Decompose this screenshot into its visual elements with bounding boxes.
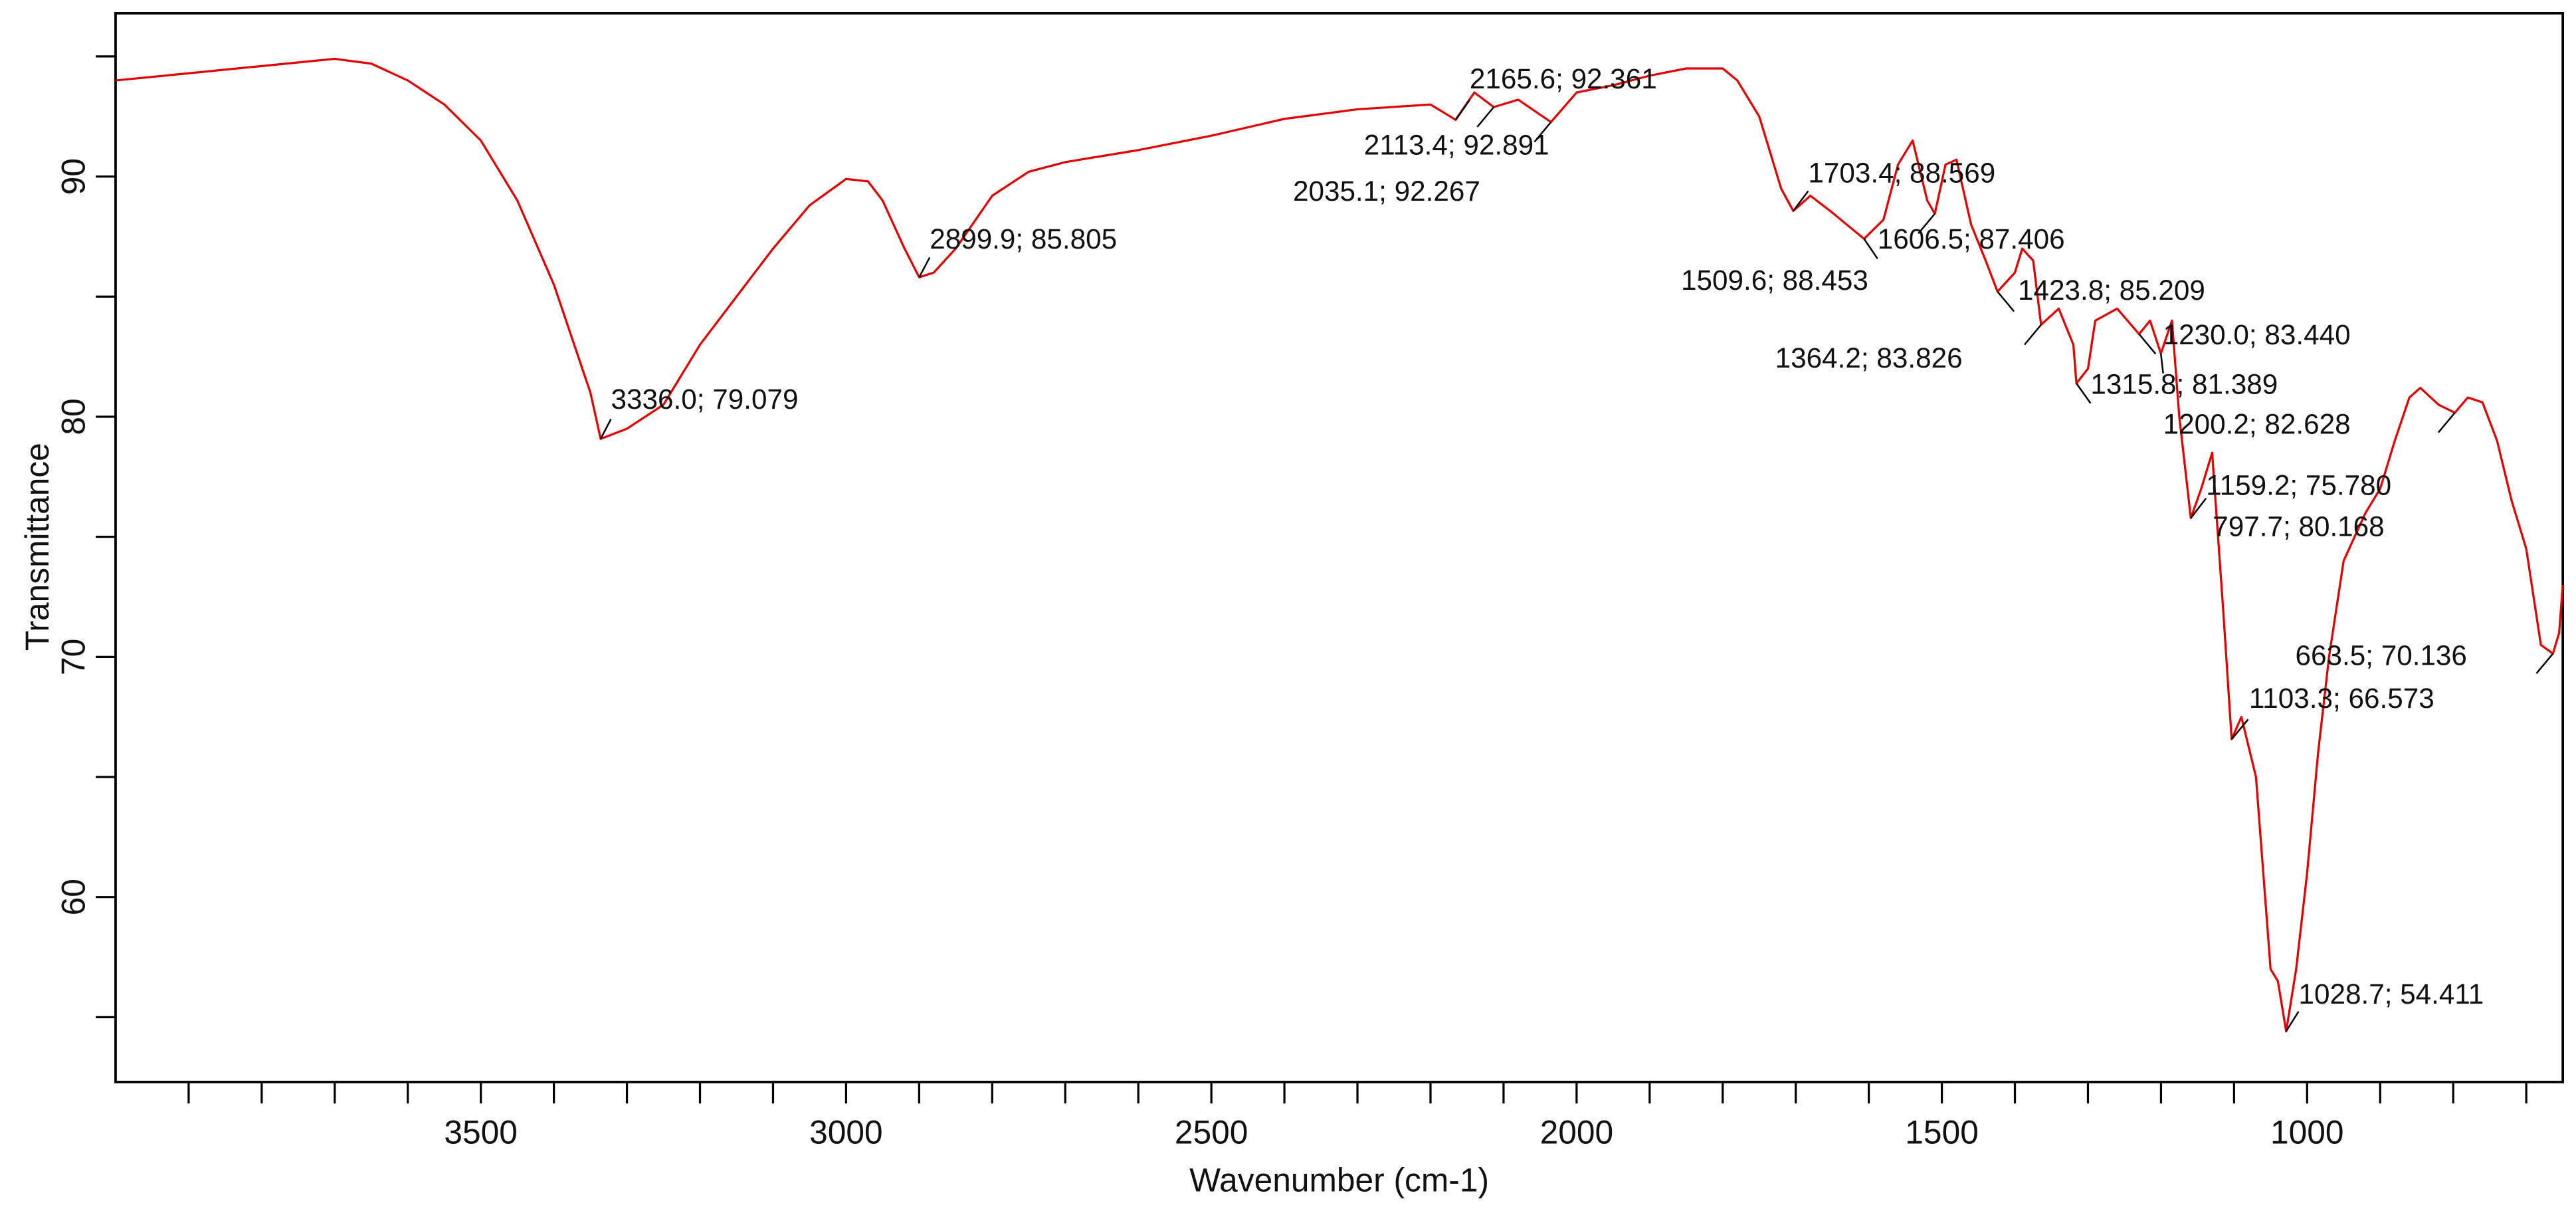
y-tick-label: 70 <box>54 639 92 675</box>
peak-leader <box>1997 290 2015 312</box>
peak-label: 1364.2; 83.826 <box>1775 342 1963 374</box>
y-tick-label: 60 <box>54 879 92 915</box>
peak-label: 1315.8; 81.389 <box>2090 369 2278 400</box>
peak-leader <box>1476 106 1495 128</box>
peak-leader <box>2159 353 2164 374</box>
peak-leader <box>2076 383 2092 404</box>
peak-label: 1606.5; 87.406 <box>1878 223 2065 255</box>
peak-label: 2165.6; 92.361 <box>1470 63 1657 94</box>
x-tick-label: 3500 <box>444 1114 518 1151</box>
peak-label: 1703.4; 88.569 <box>1808 158 1995 189</box>
peak-label: 2035.1; 92.267 <box>1293 175 1480 207</box>
plot-frame <box>114 12 2564 1083</box>
peak-label: 1423.8; 85.209 <box>2018 275 2205 306</box>
peak-leader <box>599 418 612 439</box>
x-tick-label: 2000 <box>1540 1114 1614 1151</box>
peak-leader <box>2285 1011 2300 1032</box>
peak-label: 797.7; 80.168 <box>2213 510 2384 542</box>
x-tick-label: 3000 <box>809 1114 883 1151</box>
spectrum-line <box>115 57 2564 1033</box>
peak-leader <box>2190 497 2207 519</box>
y-axis-title: Transmittance <box>19 443 56 651</box>
peak-leader <box>1454 99 1470 121</box>
peak-label: 1230.0; 83.440 <box>2163 319 2351 350</box>
peak-leader <box>918 257 931 278</box>
peak-label: 2899.9; 85.805 <box>930 223 1117 255</box>
peak-label: 2113.4; 92.891 <box>1364 129 1549 160</box>
y-tick-label: 90 <box>54 158 92 195</box>
peak-label: 1200.2; 82.628 <box>2163 408 2351 439</box>
x-tick-label: 2500 <box>1175 1114 1248 1151</box>
y-tick-label: 80 <box>54 398 92 435</box>
peak-leader <box>2024 324 2042 346</box>
peak-leader <box>1863 238 1878 259</box>
peak-leader <box>1792 190 1809 212</box>
x-tick-label: 1500 <box>1905 1114 1979 1151</box>
peak-leader <box>2138 333 2157 355</box>
peak-leader <box>1918 213 1935 235</box>
peak-leader <box>2437 412 2456 433</box>
peak-leader <box>1534 121 1552 143</box>
peak-label: 663.5; 70.136 <box>2296 639 2467 671</box>
peak-label: 1159.2; 75.780 <box>2206 469 2391 500</box>
peak-label: 1103.3; 66.573 <box>2249 683 2434 714</box>
peak-label: 1509.6; 88.453 <box>1681 265 1868 296</box>
peak-label: 1028.7; 54.411 <box>2298 978 2484 1010</box>
x-tick-label: 1000 <box>2270 1114 2344 1151</box>
x-axis-title: Wavenumber (cm-1) <box>1189 1162 1489 1199</box>
peak-label: 3336.0; 79.079 <box>611 384 799 415</box>
peak-leader <box>2535 653 2554 675</box>
peak-leader <box>2230 718 2249 740</box>
